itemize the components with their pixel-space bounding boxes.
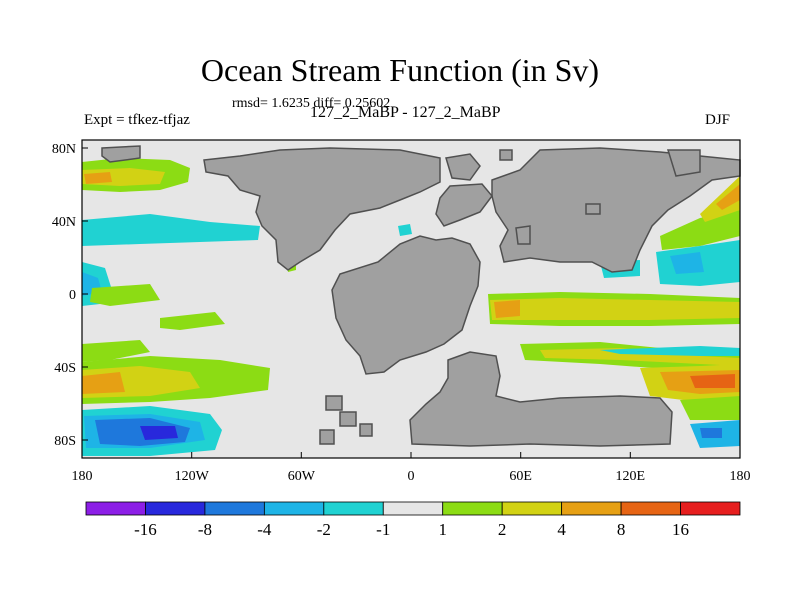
subtitle-label: 127_2_MaBP - 127_2_MaBP — [310, 104, 501, 121]
land-island-1 — [325, 395, 343, 411]
land-antarctica — [409, 351, 673, 447]
land-arctic-west — [101, 145, 141, 163]
colorbar-swatch — [145, 501, 206, 516]
colorbar-label: 4 — [557, 520, 566, 539]
land-island-2 — [339, 411, 357, 427]
colorbar-swatch — [323, 501, 384, 516]
lon-tick-label: 180 — [730, 469, 751, 484]
colorbar-swatch — [442, 501, 503, 516]
colorbar-swatch — [501, 501, 563, 516]
map-ticks — [81, 147, 741, 458]
stats-label: rmsd= 1.6235 diff= 0.25602 — [232, 96, 391, 111]
colorbar-swatch — [85, 501, 146, 516]
experiment-label: Expt = tfkez-tfjaz — [84, 112, 190, 128]
colorbar-swatch — [680, 501, 741, 516]
lon-tick-label: 180 — [72, 469, 93, 484]
lat-tick-label: 40N — [52, 215, 76, 230]
colorbar-label: 2 — [498, 520, 507, 539]
colorbar-label: -16 — [134, 520, 157, 539]
lon-tick-label: 120W — [175, 469, 210, 484]
land-greenland — [445, 153, 481, 181]
lon-tick-label: 60W — [288, 469, 316, 484]
colorbar-swatch — [204, 501, 265, 516]
land-eurasia — [491, 147, 741, 273]
colorbar-label: 8 — [617, 520, 626, 539]
colorbar-label: 1 — [438, 520, 447, 539]
stream-function-field — [82, 158, 740, 456]
lon-tick-label: 0 — [408, 469, 415, 484]
lon-tick-label: 60E — [509, 469, 532, 484]
lat-tick-label: 0 — [69, 288, 76, 303]
land-island-5 — [499, 149, 513, 161]
land-masses — [101, 145, 741, 447]
lat-tick-label: 40S — [54, 361, 76, 376]
lon-tick-label: 120E — [616, 469, 646, 484]
colorbar-swatch — [382, 501, 444, 516]
colorbar-label: -1 — [376, 520, 390, 539]
chart-title: Ocean Stream Function (in Sv) — [200, 52, 600, 88]
land-north-america — [203, 147, 441, 271]
lat-tick-label: 80N — [52, 142, 76, 157]
land-europe — [435, 183, 493, 227]
colorbar — [85, 501, 741, 516]
land-island-7 — [585, 203, 601, 215]
land-island-8 — [666, 149, 701, 177]
colorbar-label: -4 — [257, 520, 272, 539]
colorbar-label: 16 — [672, 520, 689, 539]
lat-tick-label: 80S — [54, 434, 76, 449]
land-island-6 — [515, 225, 531, 245]
land-island-4 — [359, 423, 373, 437]
colorbar-label: -2 — [317, 520, 331, 539]
colorbar-label: -8 — [198, 520, 212, 539]
land-south-america — [331, 235, 481, 375]
colorbar-swatch — [263, 501, 325, 516]
colorbar-swatch — [620, 501, 681, 516]
colorbar-labels: -16 -8 -4 -2 -1 1 2 4 8 16 — [134, 520, 689, 539]
season-label: DJF — [705, 112, 731, 128]
colorbar-swatch — [561, 501, 622, 516]
land-island-3 — [319, 429, 335, 445]
